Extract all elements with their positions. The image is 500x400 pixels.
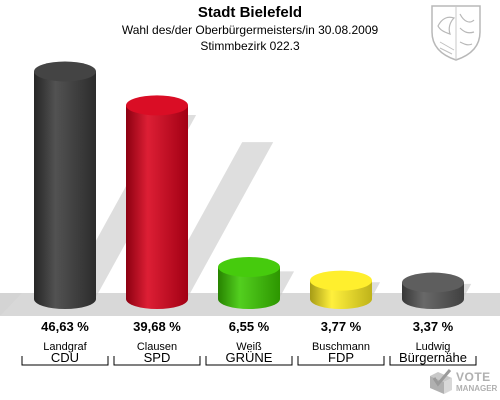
bar-fdp [310, 270, 372, 309]
candidate-label: Ludwig [416, 341, 451, 353]
value-label: 3,37 % [413, 319, 454, 334]
logo-name: VOTE [456, 370, 491, 384]
party-label: Bürgernähe [399, 350, 467, 365]
party-bracket [205, 356, 293, 366]
candidate-label: Clausen [137, 341, 177, 353]
logo-sub: MANAGER [456, 384, 498, 393]
bar-grüne [218, 257, 280, 309]
party-label: GRÜNE [226, 350, 273, 365]
party-bracket [389, 356, 477, 366]
value-label: 46,63 % [41, 319, 89, 334]
chart-district: Stimmbezirk 022.3 [200, 39, 300, 53]
value-label: 6,55 % [229, 319, 270, 334]
party-label: SPD [144, 350, 171, 365]
candidate-label: Weiß [236, 341, 262, 353]
candidate-label: Landgraf [43, 341, 87, 353]
party-label: CDU [51, 350, 79, 365]
ballot-check-icon [430, 369, 452, 394]
value-label: 3,77 % [321, 319, 362, 334]
coat-of-arms-icon [431, 5, 481, 61]
vote-manager-logo: VOTE MANAGER [428, 368, 500, 398]
party-label: FDP [328, 350, 354, 365]
candidate-label: Buschmann [312, 341, 370, 353]
party-bracket [21, 356, 109, 366]
chart-subtitle: Wahl des/der Oberbürgermeisters/in 30.08… [121, 23, 379, 37]
chart-title: Stadt Bielefeld [197, 4, 303, 21]
value-label: 39,68 % [133, 319, 181, 334]
party-bracket [113, 356, 201, 366]
bar-cdu [34, 61, 96, 309]
bar-bürgernähe [402, 272, 464, 309]
party-bracket [297, 356, 385, 366]
bar-spd [126, 95, 188, 309]
